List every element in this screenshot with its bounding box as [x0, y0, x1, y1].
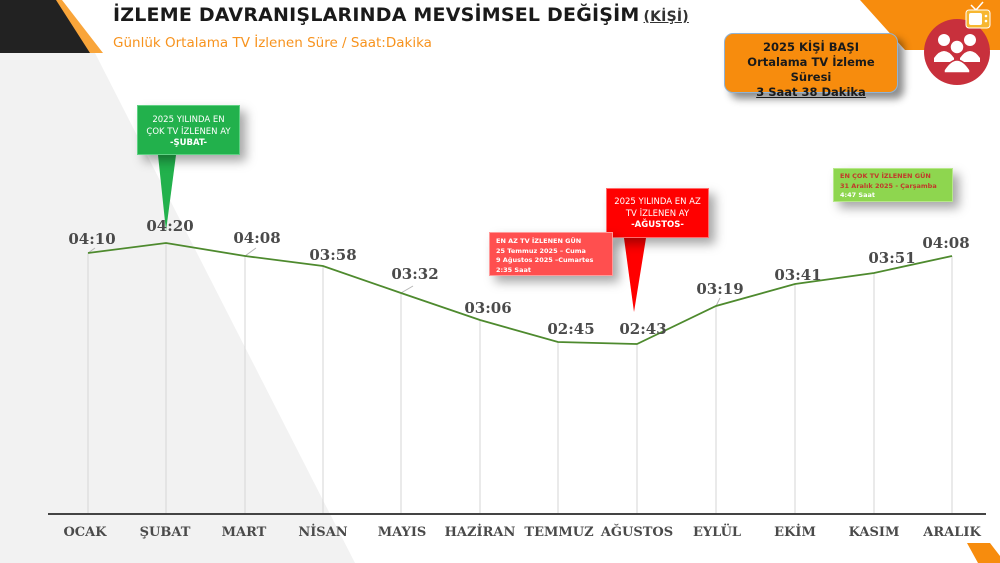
callout-text: 2:35 Saat [496, 265, 531, 274]
x-tick-label: MAYIS [377, 525, 427, 540]
value-label: 03:06 [464, 299, 512, 317]
callout-text: 9 Ağustos 2025 –Cumartes [496, 256, 594, 264]
max-month-pointer [158, 155, 176, 231]
x-tick-label: KASIM [848, 525, 900, 540]
corner-accent-dark [0, 0, 90, 53]
callout-text: 31 Aralık 2025 - Çarşamba [840, 181, 937, 190]
value-label: 02:45 [547, 320, 595, 338]
page-subtitle: Günlük Ortalama TV İzlenen Süre / Saat:D… [113, 35, 432, 51]
summary-line-1: 2025 KİŞİ BAŞI [763, 40, 859, 54]
value-label: 02:43 [619, 320, 667, 338]
value-label: 03:32 [391, 265, 439, 283]
callout-text: 2025 YILINDA EN [152, 115, 225, 125]
data-line [87, 242, 953, 345]
callout-text: ÇOK TV İZLENEN AY [146, 126, 231, 137]
callout-min-day: EN AZ TV İZLENEN GÜN 25 Temmuz 2025 – Cu… [489, 232, 613, 276]
background-panel [0, 53, 355, 563]
x-tick-label: EKİM [774, 525, 816, 540]
callout-text: TV İZLENEN AY [625, 208, 690, 219]
callout-min-month: 2025 YILINDA EN AZ TV İZLENEN AY -AĞUSTO… [606, 188, 709, 238]
value-label: 03:51 [868, 249, 916, 267]
callout-highlight: -ŞUBAT- [169, 138, 208, 148]
x-tick-label: OCAK [63, 525, 107, 540]
x-tick-label: ŞUBAT [139, 525, 191, 540]
summary-box: 2025 KİŞİ BAŞI Ortalama TV İzleme Süresi… [724, 33, 898, 99]
callout-text: 2025 YILINDA EN AZ [614, 197, 701, 207]
grid-lines [87, 243, 953, 513]
callout-text: 4:47 Saat [840, 191, 875, 199]
min-month-pointer [624, 238, 646, 312]
x-tick-label: NİSAN [298, 525, 348, 540]
x-tick-label: ARALIK [923, 525, 981, 540]
x-tick-label: TEMMUZ [524, 525, 594, 540]
x-tick-label: EYLÜL [692, 525, 742, 540]
value-label: 04:10 [68, 230, 116, 248]
corner-accent-bottom [967, 543, 1000, 563]
value-label: 03:41 [774, 266, 822, 284]
people-group-icon [924, 19, 990, 85]
summary-line-2: Ortalama TV İzleme Süresi [747, 55, 875, 84]
page-title: İZLEME DAVRANIŞLARINDA MEVSİMSEL DEĞİŞİM… [113, 4, 689, 26]
summary-value: 3 Saat 38 Dakika [756, 85, 866, 99]
value-label: 04:08 [233, 229, 281, 247]
value-label: 03:58 [309, 246, 357, 264]
callout-max-month: 2025 YILINDA EN ÇOK TV İZLENEN AY -ŞUBAT… [137, 105, 240, 155]
tv-icon [965, 1, 991, 29]
callout-max-day: EN ÇOK TV İZLENEN GÜN 31 Aralık 2025 - Ç… [833, 168, 953, 202]
x-tick-label: AĞUSTOS [600, 525, 674, 540]
x-tick-label: MART [221, 525, 267, 540]
value-label: 03:19 [696, 280, 744, 298]
callout-text: 25 Temmuz 2025 – Cuma [496, 246, 586, 255]
x-tick-label: HAZİRAN [444, 525, 516, 540]
callout-text: EN AZ TV İZLENEN GÜN [496, 237, 582, 245]
title-unit: (KİŞİ) [643, 9, 689, 25]
callout-highlight: -AĞUSTOS- [631, 220, 684, 230]
value-label: 04:08 [922, 234, 970, 252]
title-text: İZLEME DAVRANIŞLARINDA MEVSİMSEL DEĞİŞİM [113, 4, 640, 26]
callout-text: EN ÇOK TV İZLENEN GÜN [840, 172, 931, 180]
value-label: 04:20 [146, 217, 194, 235]
